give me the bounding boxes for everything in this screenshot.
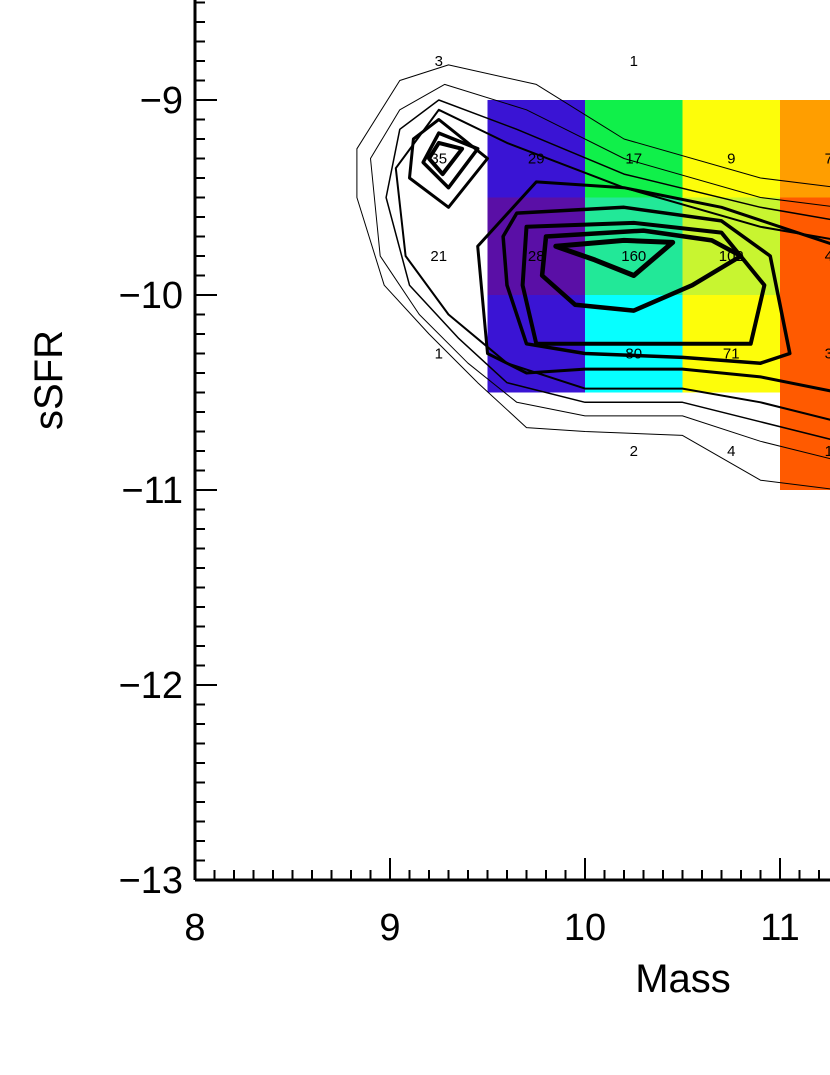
y-tick-label: −9	[140, 80, 183, 122]
contour-lines	[356, 64, 830, 490]
contour-line-8	[501, 205, 792, 365]
contour-line-6	[427, 140, 465, 177]
contour-line-4	[408, 118, 489, 209]
count-label-4: 17	[625, 151, 642, 168]
contour-line-9	[520, 220, 767, 346]
count-label-13: 80	[625, 346, 642, 363]
axes: −13−12−11−10−98 9 10 11	[119, 0, 830, 949]
count-label-10: 102	[719, 248, 744, 265]
heatmap-cell-9	[780, 100, 830, 198]
count-label-5: 9	[727, 151, 735, 168]
count-label-11: 4	[825, 248, 830, 265]
contour-line-11	[553, 237, 676, 278]
x-tick-label: 9	[379, 907, 400, 949]
count-label-2: 35	[430, 151, 447, 168]
heatmap-cell-12	[780, 392, 830, 490]
count-label-8: 28	[528, 248, 545, 265]
y-axis-label: sSFR	[27, 330, 71, 430]
y-tick-label: −12	[119, 665, 183, 707]
heatmap-cell-6	[682, 100, 780, 198]
y-tick-label: −10	[119, 275, 183, 317]
contour-line-3	[394, 108, 830, 421]
heatmap-cell-3	[585, 100, 683, 198]
x-tick-label: 8	[184, 907, 205, 949]
count-label-15: 3	[825, 346, 830, 363]
contour-line-10	[539, 228, 744, 313]
count-label-18: 1	[825, 443, 830, 460]
contour-line-7	[476, 180, 830, 393]
count-label-12: 1	[435, 346, 443, 363]
x-tick-label: 10	[564, 907, 606, 949]
count-label-17: 4	[727, 443, 735, 460]
x-tick-label: 11	[760, 907, 799, 949]
count-label-7: 21	[430, 248, 447, 265]
count-label-1: 1	[630, 53, 638, 70]
x-axis-label: Mass	[635, 957, 731, 1001]
count-label-6: 7	[825, 151, 830, 168]
count-label-16: 2	[630, 443, 638, 460]
count-label-3: 29	[528, 151, 545, 168]
y-tick-label: −13	[119, 860, 183, 902]
contour-line-5	[421, 131, 480, 190]
contour-line-0	[356, 64, 830, 490]
y-tick-label: −11	[121, 470, 183, 512]
heatmap-cell-10	[780, 197, 830, 295]
count-labels: 3 1 35 29 17 9 7 21 28 160 102 4 1 80 71 3 2 4 1	[430, 53, 830, 460]
count-label-9: 160	[621, 248, 646, 265]
count-label-0: 3	[435, 53, 443, 70]
count-label-14: 71	[723, 346, 740, 363]
contour-line-1	[370, 83, 830, 460]
contour-line-2	[385, 99, 830, 440]
